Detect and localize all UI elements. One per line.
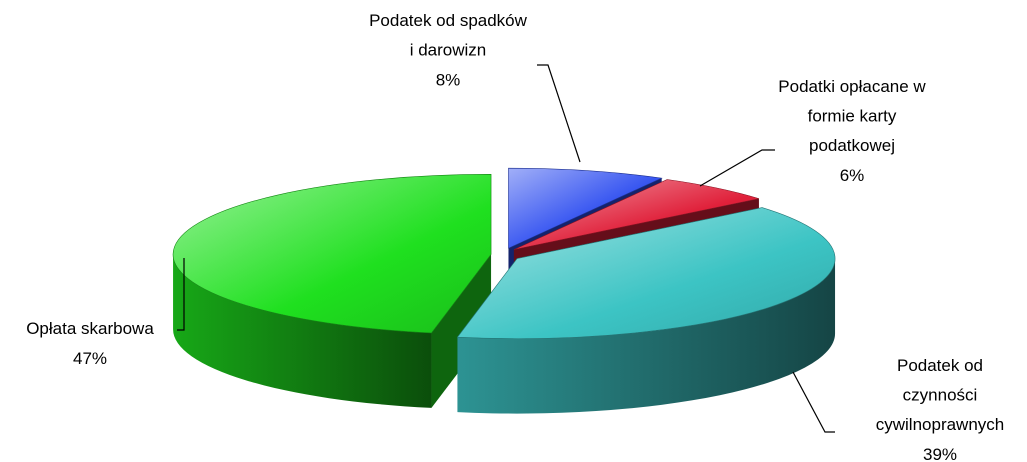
category-label: Podatek od czynności cywilnoprawnych xyxy=(876,356,1005,434)
pie xyxy=(172,167,836,414)
category-label: Podatek od spadków i darowizn xyxy=(369,11,528,60)
slice xyxy=(456,207,836,339)
slice-side xyxy=(457,258,836,414)
leader-line xyxy=(177,258,185,331)
slice xyxy=(172,174,492,334)
value-label: 6% xyxy=(840,166,865,185)
slice-side xyxy=(173,254,432,408)
slice-side xyxy=(431,254,492,408)
slice xyxy=(513,179,760,250)
category-label: Opłata skarbowa xyxy=(26,319,154,338)
leader-line xyxy=(792,371,835,433)
slice xyxy=(508,167,663,249)
value-label: 47% xyxy=(73,349,107,368)
value-label: 8% xyxy=(436,70,461,89)
category-label: Podatki opłacane w formie karty podatkowej xyxy=(778,77,926,155)
labels: Podatek od spadków i darowizn 8% Podatki op… xyxy=(26,11,1004,462)
value-label: 39% xyxy=(923,445,957,462)
leader-line xyxy=(699,149,775,187)
slice-group xyxy=(456,207,836,414)
leader-line xyxy=(537,64,581,163)
slice-group xyxy=(172,174,492,408)
